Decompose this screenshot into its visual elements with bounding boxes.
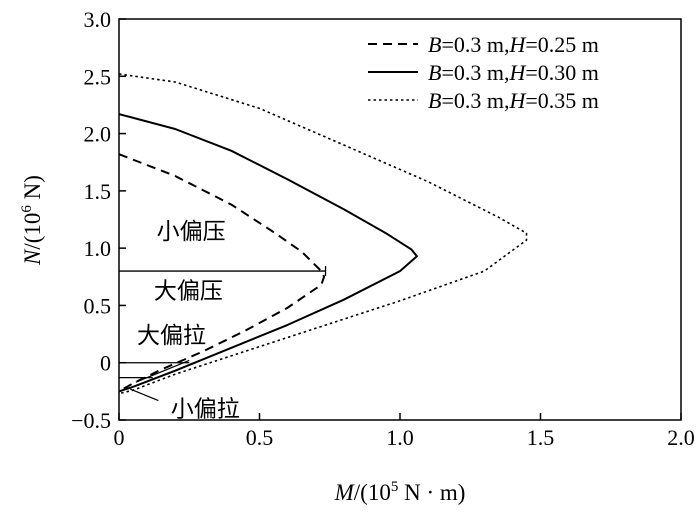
x-tick-label: 0 [114, 425, 125, 450]
series-line-2 [118, 113, 418, 393]
x-tick-label: 0.5 [246, 425, 274, 450]
x-tick-label: 2.0 [667, 425, 695, 450]
y-tick-label: 2.5 [84, 64, 112, 89]
legend-label-1: B=0.3 m,H=0.25 m [428, 32, 599, 57]
legend-label-2: B=0.3 m,H=0.30 m [428, 60, 599, 85]
y-tick-label: 3.0 [84, 7, 112, 32]
legend-label-3: B=0.3 m,H=0.35 m [428, 88, 599, 113]
x-tick-label: 1.0 [386, 425, 414, 450]
annotation-1: 小偏压 [157, 219, 226, 245]
leader-line-2 [130, 388, 159, 402]
x-axis-title: M/(105 N · m) [334, 479, 466, 505]
y-axis: −0.5 0 0.5 1.0 1.5 2.0 2.5 3.0 [71, 7, 126, 433]
series-line-3 [118, 73, 528, 395]
y-tick-label: 1.0 [84, 236, 112, 261]
annotation-2: 大偏压 [154, 279, 223, 305]
x-axis: 0 0.5 1.0 1.5 2.0 [114, 413, 695, 450]
y-tick-label: 1.5 [84, 179, 112, 204]
y-tick-label: 0.5 [84, 293, 112, 318]
y-axis-title: N/(106 N) [19, 175, 45, 266]
legend: B=0.3 m,H=0.25 m B=0.3 m,H=0.30 m B=0.3 m,… [368, 32, 599, 113]
annotation-3: 大偏拉 [137, 323, 206, 349]
y-tick-label: 2.0 [84, 122, 112, 147]
y-tick-label: 0 [100, 351, 111, 376]
annotation-4: 小偏拉 [171, 397, 240, 423]
series-line-1 [118, 153, 326, 393]
y-tick-label: −0.5 [71, 408, 111, 433]
x-tick-label: 1.5 [527, 425, 555, 450]
leader-line-1 [135, 359, 190, 383]
